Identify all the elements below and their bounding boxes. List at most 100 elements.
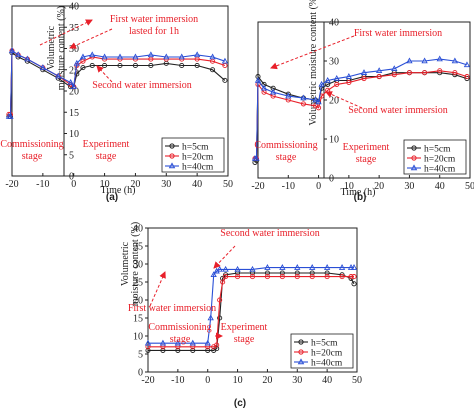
- legend-label: h=40cm: [182, 163, 214, 173]
- data-point-h=40cm: [315, 98, 322, 105]
- plot-frame: [11, 5, 229, 177]
- x-tick-label: 0: [71, 179, 76, 190]
- x-tick-label: 0: [316, 181, 321, 192]
- x-tick-label: 40: [192, 179, 202, 190]
- x-tick-label: 0: [205, 375, 210, 386]
- data-point-h=5cm: [324, 270, 330, 276]
- data-point-h=20cm: [437, 68, 443, 74]
- data-point-h=20cm: [279, 274, 285, 280]
- data-point-h=20cm: [346, 79, 352, 85]
- annotation-arrow: [96, 65, 113, 83]
- annotation-second-immersion: Second water immersion: [220, 228, 319, 239]
- legend-marker: [411, 155, 417, 161]
- y-tick-label: 15: [69, 108, 79, 119]
- data-point-h=40cm: [210, 271, 217, 278]
- data-point-h=40cm: [101, 53, 108, 60]
- annotation-second-immersion: Second water immersion: [92, 80, 191, 91]
- data-point-h=20cm: [220, 279, 226, 285]
- data-point-h=40cm: [216, 265, 223, 272]
- y-axis-label-line2: moisture content (%): [56, 6, 67, 90]
- data-point-h=40cm: [209, 53, 216, 60]
- y-axis-label-line2: moisture content (%): [130, 222, 141, 306]
- y-tick-label: 30: [329, 57, 339, 68]
- annotation-commissioning: Commissioning: [148, 322, 211, 333]
- y-axis-label-line1: Volumetric: [46, 25, 57, 70]
- data-point-h=40cm: [391, 65, 398, 72]
- data-point-h=40cm: [269, 88, 277, 95]
- legend-marker: [298, 349, 304, 355]
- data-point-h=40cm: [67, 78, 74, 85]
- annotation-first-immersion: First water immersion: [110, 14, 198, 25]
- data-point-h=40cm: [436, 55, 443, 62]
- y-tick-label: 5: [138, 350, 143, 361]
- data-point-h=20cm: [452, 70, 458, 76]
- data-point-h=40cm: [318, 80, 325, 87]
- legend-label: h=20cm: [182, 153, 214, 163]
- data-point-h=40cm: [116, 53, 124, 60]
- data-point-h=40cm: [421, 57, 428, 64]
- x-axis-label: Time (h): [101, 185, 136, 196]
- data-point-h=40cm: [333, 75, 340, 81]
- data-point-h=5cm: [132, 62, 138, 69]
- data-point-h=40cm: [132, 53, 139, 60]
- data-point-h=20cm: [235, 274, 241, 280]
- data-point-h=40cm: [147, 51, 155, 58]
- y-tick-label: 0: [138, 368, 143, 379]
- y-tick-label: 5: [69, 150, 74, 161]
- data-point-h=20cm: [391, 72, 397, 78]
- chart-panel-0: -20-10010203040500510152025303540Time (h…: [0, 2, 233, 204]
- y-tick-label: 10: [329, 135, 339, 146]
- y-tick-label: 30: [69, 44, 79, 55]
- data-point-h=5cm: [264, 270, 270, 276]
- data-point-h=40cm: [264, 264, 271, 270]
- x-tick-label: -20: [5, 179, 18, 190]
- annotation-experiment-stage: stage: [96, 151, 117, 162]
- series-line-h=40cm: [148, 267, 354, 344]
- data-point-h=5cm: [145, 347, 151, 353]
- data-point-h=5cm: [179, 62, 185, 69]
- x-tick-label: 10: [100, 179, 110, 190]
- x-tick-label: 50: [223, 179, 233, 190]
- x-tick-label: -20: [141, 375, 154, 386]
- series-line-h=40cm: [255, 58, 468, 160]
- data-point-h=5cm: [117, 62, 123, 69]
- data-point-h=40cm: [15, 51, 22, 58]
- data-point-h=5cm: [351, 281, 357, 287]
- x-tick-label: -10: [36, 179, 49, 190]
- data-point-h=5cm: [205, 347, 211, 353]
- x-tick-label: 30: [404, 181, 414, 192]
- data-point-h=20cm: [324, 274, 330, 280]
- panel-label: (b): [354, 192, 367, 203]
- data-point-h=5cm: [74, 71, 80, 77]
- data-point-h=20cm: [214, 342, 220, 348]
- x-axis-label: Time (h): [341, 187, 376, 198]
- y-tick-label: 30: [133, 260, 143, 271]
- legend-label: h=40cm: [424, 165, 456, 175]
- annotation-experiment: Experiment: [83, 139, 130, 150]
- chart-panel-1: -20 -10 0 10 20 30 40 50 0 10 20 30 40 Time (h) Volume…: [251, 0, 474, 203]
- legend-label: h=40cm: [311, 359, 343, 369]
- data-point-h=20cm: [249, 274, 256, 280]
- y-axis-label: Volumetric moisture content (%): [308, 0, 319, 126]
- data-point-h=40cm: [174, 339, 182, 346]
- legend-marker: [411, 145, 417, 151]
- data-point-h=5cm: [210, 67, 216, 73]
- annotation-commissioning: Commissioning: [0, 139, 63, 150]
- data-point-h=40cm: [222, 265, 229, 272]
- data-point-h=20cm: [361, 76, 367, 82]
- data-point-h=40cm: [159, 339, 167, 346]
- annotation-second-immersion: Second water immersion: [348, 105, 447, 116]
- legend-label: h=20cm: [424, 155, 456, 165]
- series-line-h=20cm: [255, 70, 468, 160]
- data-point-h=20cm: [464, 74, 470, 80]
- data-point-h=20cm: [316, 105, 322, 111]
- y-tick-label: 35: [133, 242, 143, 253]
- data-point-h=40cm: [193, 51, 201, 58]
- annotation-commissioning-stage: stage: [276, 152, 297, 163]
- annotation-experiment-stage: stage: [234, 334, 255, 345]
- data-point-h=40cm: [300, 94, 307, 101]
- x-tick-label: 20: [262, 375, 272, 386]
- data-point-h=20cm: [309, 274, 315, 280]
- data-point-h=40cm: [249, 265, 256, 272]
- data-point-h=20cm: [223, 274, 229, 280]
